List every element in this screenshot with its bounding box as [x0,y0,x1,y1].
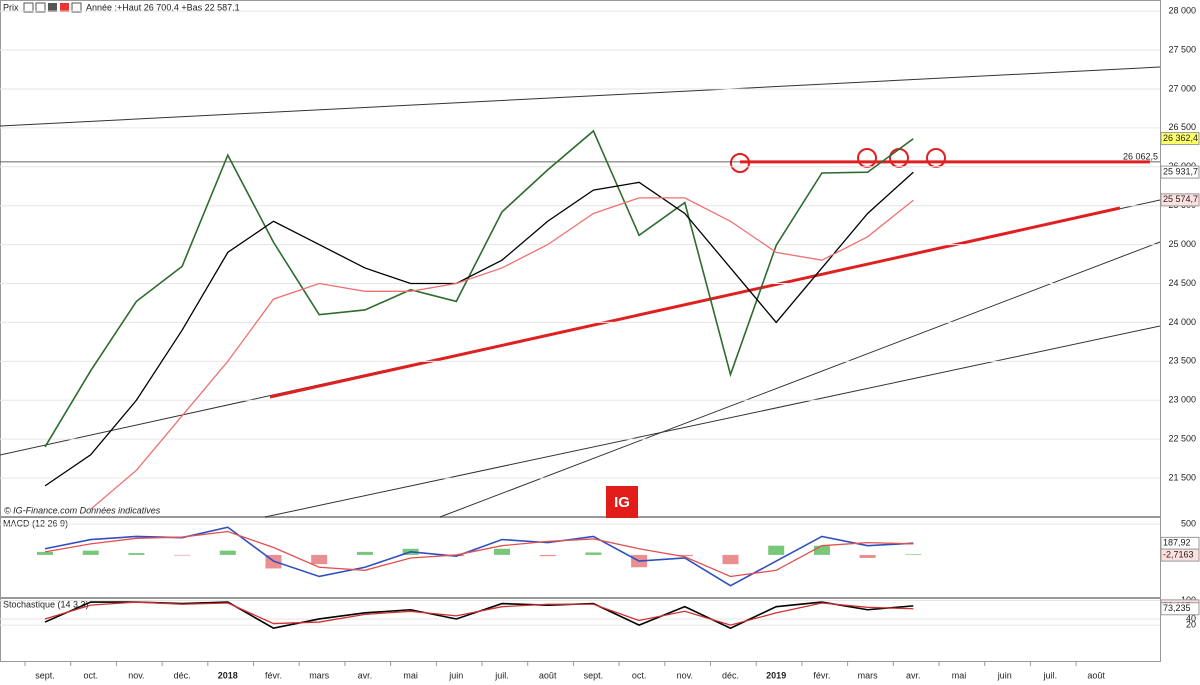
logo-box [606,486,638,518]
y-tick-label: 24 500 [1168,278,1196,288]
x-tick-label: sept. [584,670,604,680]
x-tick-label: sept. [35,670,55,680]
trendline [0,66,1161,127]
x-tick-label: avr. [358,670,373,680]
toolbar-icons[interactable] [23,2,82,13]
price-marker [1160,193,1200,207]
trendline [264,325,1161,518]
x-tick-label: mai [952,670,967,680]
x-tick-label: mars [858,670,878,680]
histogram-bar [859,554,876,558]
x-tick-label: oct. [632,670,647,680]
y-tick-label: 23 000 [1168,395,1196,405]
x-tick-label: août [1087,670,1105,680]
histogram-bar [128,553,145,555]
x-tick-label: 2019 [766,670,786,680]
x-tick-label: juil. [494,670,509,680]
price-marker-label: 73,235 [1163,603,1191,613]
x-tick-label: déc. [174,670,191,680]
x-tick-label: févr. [265,670,282,680]
y-tick-label: 27 000 [1168,83,1196,93]
price-marker [1160,165,1200,179]
level-label: 26 062,5 [1123,151,1158,161]
y-tick-label: 22 500 [1168,434,1196,444]
histogram-bar [722,554,739,565]
x-tick-label: 2018 [218,670,238,680]
logo: IG [614,494,630,511]
y-tick-label: 21 500 [1168,472,1196,482]
histogram-bar [174,554,191,556]
x-tick-label: févr. [813,670,830,680]
stoch-title: Stochastique (14 3 3) [3,599,89,609]
x-tick-label: juin [448,670,463,680]
price-title: Prix [3,2,19,12]
icon[interactable] [23,2,34,13]
x-tick-label: oct. [83,670,98,680]
price-marker [1160,602,1200,616]
histogram-bar [905,554,922,555]
histogram-bar [539,554,556,557]
price-marker-label: 25 931,7 [1163,166,1198,176]
price-marker [1160,548,1200,562]
histogram-bar [356,551,373,555]
x-tick-label: juil. [1043,670,1058,680]
histogram-bar [813,545,830,555]
y-tick-label: 24 000 [1168,317,1196,327]
x-tick-label: mai [403,670,418,680]
support-line [269,206,1121,399]
histogram-bar [37,551,53,555]
histogram-bar [676,554,693,557]
series-line [44,129,914,448]
icon[interactable] [35,2,46,13]
price-marker [1160,132,1200,146]
macd-title: MACD (12 26 9) [3,518,68,528]
y-tick-label: 28 000 [1168,5,1196,15]
icon[interactable] [60,3,69,12]
x-tick-label: déc. [722,670,739,680]
price-info: Année :+Haut 26 700,4 +Bas 22 587,1 [86,2,240,12]
watermark: © IG-Finance.com Données indicatives [4,505,161,515]
histogram-bar [82,550,99,555]
price-marker-label: 26 362,4 [1163,133,1198,143]
x-tick-label: juin [997,670,1012,680]
y-tick-label: 20 [1186,619,1196,629]
price-marker-label: 187,92 [1163,538,1191,548]
price-marker-label: -2,7163 [1163,549,1194,559]
x-tick-label: août [539,670,557,680]
x-tick-label: nov. [677,670,693,680]
y-tick-label: 26 500 [1168,122,1196,132]
histogram-bar [768,545,785,555]
series-line [44,530,914,578]
price-panel [0,0,1161,517]
price-marker-label: 25 574,7 [1163,194,1198,204]
histogram-bar [311,554,328,565]
y-tick-label: 23 500 [1168,356,1196,366]
series-line [90,197,914,510]
histogram-bar [219,550,236,555]
series-line [44,171,914,487]
y-tick-label: 27 500 [1168,44,1196,54]
x-tick-label: avr. [906,670,921,680]
stoch-panel [0,598,1161,662]
x-tick-label: mars [309,670,329,680]
icon[interactable] [48,3,57,12]
icon[interactable] [71,2,82,13]
histogram-bar [585,552,602,555]
trendline [439,241,1161,518]
y-tick-label: 500 [1181,519,1196,529]
histogram-bar [494,548,510,555]
y-tick-label: 25 000 [1168,239,1196,249]
y-tick-label: 40 [1186,613,1196,623]
x-tick-label: nov. [128,670,144,680]
series-line [44,601,914,626]
